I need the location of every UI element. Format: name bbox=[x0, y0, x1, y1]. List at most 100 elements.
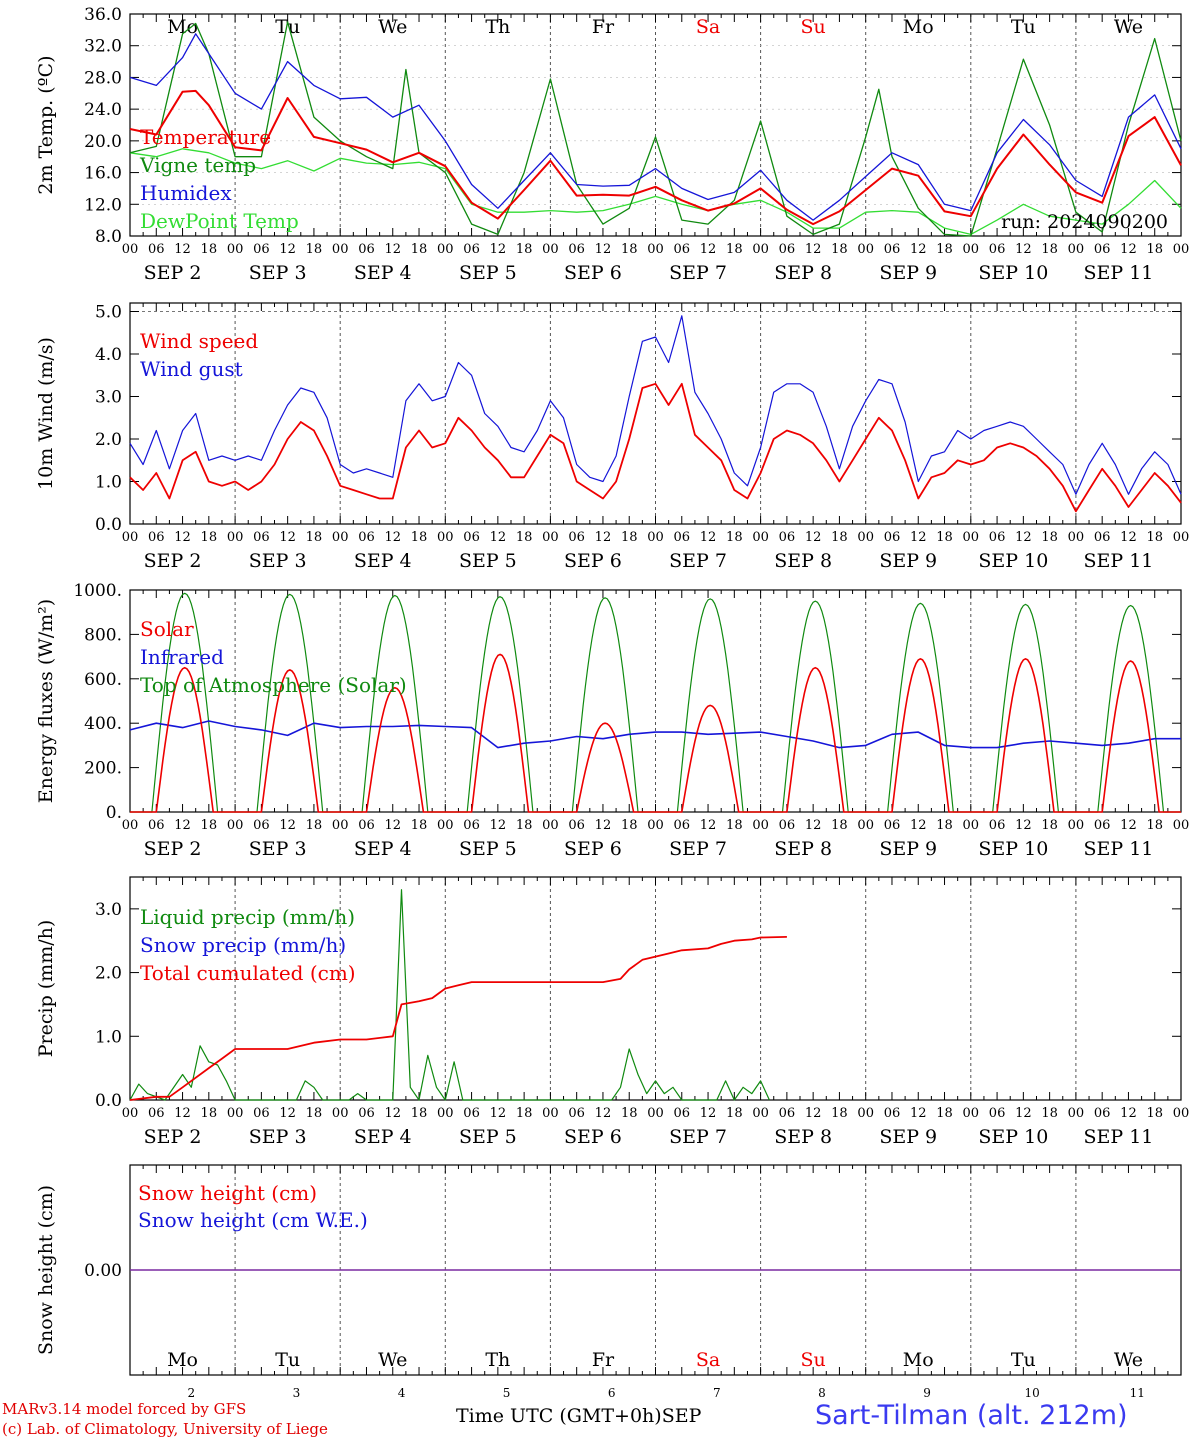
hour-tick-label: 00 bbox=[122, 818, 139, 833]
hour-tick-label: 18 bbox=[831, 1106, 848, 1121]
hour-tick-label: 18 bbox=[726, 818, 743, 833]
date-label: SEP 11 bbox=[1084, 1126, 1154, 1148]
series-temperature bbox=[129, 89, 1182, 226]
hour-tick-label: 12 bbox=[1015, 242, 1032, 257]
hour-tick-label: 18 bbox=[1146, 242, 1163, 257]
hour-tick-label: 00 bbox=[227, 1106, 244, 1121]
date-label: SEP 6 bbox=[564, 1126, 622, 1148]
legend-snow-height-cm: Snow height (cm) bbox=[138, 1181, 317, 1205]
hour-tick-label: 12 bbox=[595, 530, 612, 545]
hour-tick-label: 18 bbox=[516, 818, 533, 833]
day-of-week-label: We bbox=[1114, 1349, 1143, 1371]
date-label: SEP 9 bbox=[879, 262, 937, 284]
hour-tick-label: 12 bbox=[1120, 1106, 1137, 1121]
date-label: SEP 2 bbox=[144, 550, 202, 572]
y-axis-title: 2m Temp. (ºC) bbox=[35, 55, 57, 194]
y-tick-label: 1.0 bbox=[95, 1027, 122, 1047]
hour-tick-label: 06 bbox=[989, 242, 1006, 257]
date-label: SEP 3 bbox=[249, 838, 307, 860]
hour-tick-label: 12 bbox=[700, 242, 717, 257]
y-tick-label: 0.0 bbox=[95, 1091, 122, 1111]
hour-tick-label: 18 bbox=[516, 242, 533, 257]
day-of-week-label: Tu bbox=[275, 16, 300, 38]
day-of-week-label: Mo bbox=[167, 16, 198, 38]
hour-tick-label: 00 bbox=[542, 242, 559, 257]
y-tick-label: 20.0 bbox=[84, 132, 122, 152]
hour-tick-label: 18 bbox=[1041, 818, 1058, 833]
date-label: SEP 5 bbox=[459, 838, 517, 860]
date-label: SEP 2 bbox=[144, 1126, 202, 1148]
y-tick-label: 400. bbox=[84, 714, 122, 734]
y-tick-label: 600. bbox=[84, 670, 122, 690]
legend-temperature: Temperature bbox=[140, 125, 271, 149]
hour-tick-label: 18 bbox=[726, 242, 743, 257]
hour-tick-label: 00 bbox=[1173, 530, 1190, 545]
day-of-week-label: Th bbox=[485, 16, 510, 38]
hour-tick-label: 12 bbox=[384, 530, 401, 545]
date-label: SEP 3 bbox=[249, 262, 307, 284]
y-tick-label: 800. bbox=[84, 625, 122, 645]
hour-tick-label: 18 bbox=[1041, 530, 1058, 545]
hour-tick-label: 12 bbox=[490, 242, 507, 257]
legend-dewpoint-temp: DewPoint Temp bbox=[140, 209, 299, 233]
hour-tick-label: 12 bbox=[279, 1106, 296, 1121]
hour-tick-label: 00 bbox=[332, 242, 349, 257]
hour-tick-label: 06 bbox=[358, 1106, 375, 1121]
series-wind-gust bbox=[129, 315, 1182, 495]
hour-tick-label: 00 bbox=[752, 1106, 769, 1121]
hour-tick-label: 12 bbox=[700, 818, 717, 833]
hour-tick-label: 18 bbox=[516, 530, 533, 545]
hour-tick-label: 06 bbox=[884, 1106, 901, 1121]
day-date-label: 4 bbox=[398, 1386, 406, 1400]
date-label: SEP 8 bbox=[774, 838, 832, 860]
date-label: SEP 10 bbox=[978, 838, 1048, 860]
hour-tick-label: 12 bbox=[805, 1106, 822, 1121]
legend-humidex: Humidex bbox=[140, 181, 232, 205]
hour-tick-label: 18 bbox=[621, 530, 638, 545]
run-label: run: 2024090200 bbox=[1001, 211, 1168, 233]
hour-tick-label: 06 bbox=[568, 818, 585, 833]
date-label: SEP 5 bbox=[459, 550, 517, 572]
y-tick-label: 36.0 bbox=[84, 5, 122, 25]
hour-tick-label: 00 bbox=[332, 1106, 349, 1121]
hour-tick-label: 06 bbox=[358, 530, 375, 545]
hour-tick-label: 18 bbox=[936, 818, 953, 833]
legend-total-cumulated-cm: Total cumulated (cm) bbox=[140, 961, 356, 985]
hour-tick-label: 06 bbox=[568, 530, 585, 545]
hour-tick-label: 00 bbox=[1173, 818, 1190, 833]
hour-tick-label: 12 bbox=[805, 530, 822, 545]
hour-tick-label: 06 bbox=[253, 242, 270, 257]
hour-tick-label: 18 bbox=[201, 818, 218, 833]
hour-tick-label: 06 bbox=[358, 242, 375, 257]
hour-tick-label: 06 bbox=[463, 818, 480, 833]
hour-tick-label: 12 bbox=[384, 818, 401, 833]
date-label: SEP 10 bbox=[978, 1126, 1048, 1148]
hour-tick-label: 18 bbox=[411, 530, 428, 545]
series-solar bbox=[130, 653, 1181, 813]
hour-tick-label: 12 bbox=[1015, 1106, 1032, 1121]
y-axis-title: Energy fluxes (W/m²) bbox=[35, 599, 57, 803]
y-tick-label: 1000. bbox=[73, 581, 122, 601]
hour-tick-label: 00 bbox=[542, 1106, 559, 1121]
legend-solar: Solar bbox=[140, 617, 194, 641]
y-tick-label: 2.0 bbox=[95, 430, 122, 450]
date-label: SEP 9 bbox=[879, 838, 937, 860]
hour-tick-label: 06 bbox=[253, 530, 270, 545]
y-tick-label: 3.0 bbox=[95, 900, 122, 920]
hour-tick-label: 18 bbox=[1041, 1106, 1058, 1121]
legend-snow-height-cm-w-e: Snow height (cm W.E.) bbox=[138, 1208, 368, 1232]
hour-tick-label: 06 bbox=[463, 530, 480, 545]
hour-tick-label: 00 bbox=[857, 242, 874, 257]
hour-tick-label: 06 bbox=[1094, 242, 1111, 257]
day-of-week-label: We bbox=[1114, 16, 1143, 38]
hour-tick-label: 00 bbox=[647, 1106, 664, 1121]
day-date-label: 6 bbox=[608, 1386, 616, 1400]
y-axis-title: Snow height (cm) bbox=[35, 1185, 57, 1355]
hour-tick-label: 06 bbox=[989, 1106, 1006, 1121]
y-axis-title: 10m Wind (m/s) bbox=[35, 337, 57, 490]
series-total-cumulated-cm- bbox=[129, 936, 787, 1101]
hour-tick-label: 06 bbox=[148, 530, 165, 545]
day-date-label: 5 bbox=[503, 1386, 511, 1400]
hour-tick-label: 12 bbox=[174, 1106, 191, 1121]
